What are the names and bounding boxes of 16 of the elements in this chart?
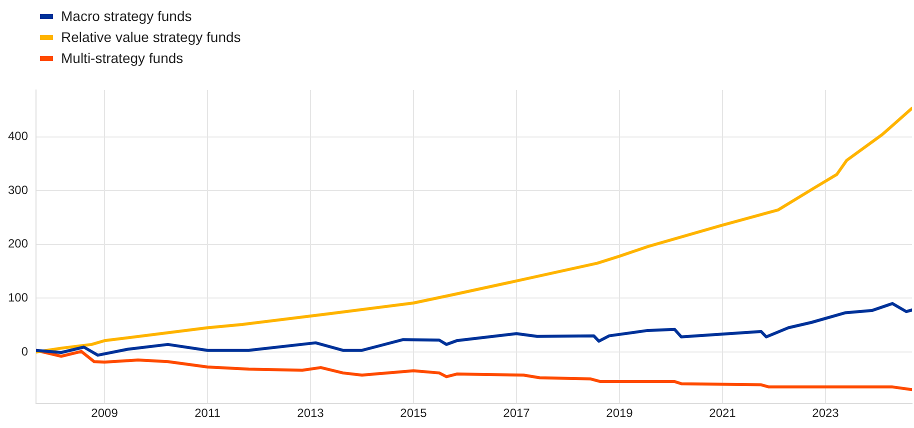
x-tick-label: 2011 [194,406,221,420]
x-tick-label: 2021 [709,406,736,420]
legend-label: Multi-strategy funds [61,49,184,68]
x-tick-label: 2013 [297,406,324,420]
x-tick-label: 2015 [400,406,428,420]
y-tick-label: 400 [8,129,28,144]
legend-label: Macro strategy funds [61,7,192,26]
legend-label: Relative value strategy funds [61,28,241,47]
x-tick-label: 2019 [606,406,634,420]
y-tick-label: 100 [8,290,28,304]
y-tick-label: 200 [8,236,28,251]
x-tick-label: 2009 [91,406,118,420]
y-tick-label: 0 [21,344,28,358]
y-tick-label: 300 [8,182,28,197]
x-tick-label: 2023 [812,406,840,420]
x-tick-label: 2017 [503,406,530,420]
